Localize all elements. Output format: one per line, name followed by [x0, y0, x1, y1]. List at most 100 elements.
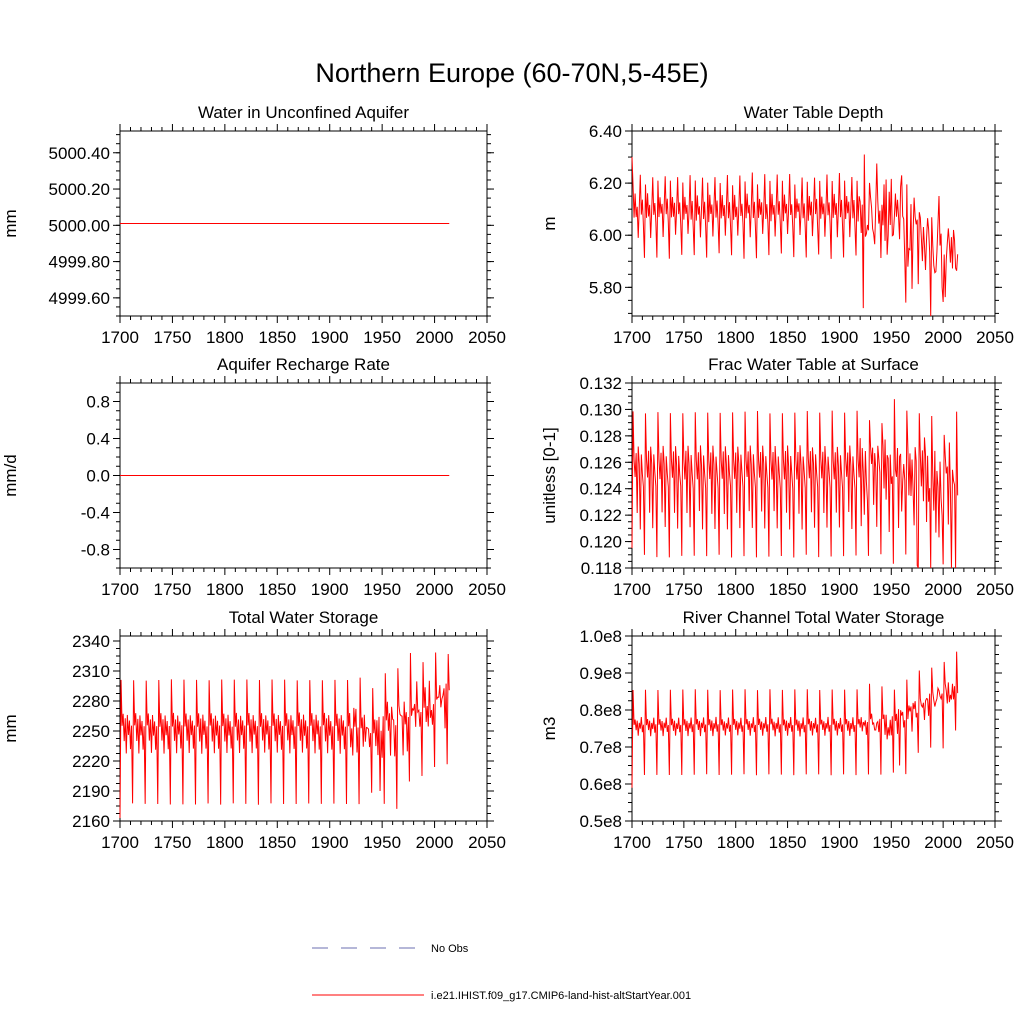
y-tick-label: 0.120: [579, 533, 622, 552]
y-tick-label: 0.7e8: [579, 738, 622, 757]
x-tick-label: 1750: [154, 833, 192, 852]
x-tick-label: 1800: [206, 833, 244, 852]
y-tick-label: 0.132: [579, 374, 622, 393]
x-tick-label: 1950: [363, 833, 401, 852]
y-tick-label: 0.128: [579, 427, 622, 446]
y-tick-label: 2340: [72, 632, 110, 651]
x-tick-label: 1750: [665, 328, 703, 347]
legend-label-no-obs: No Obs: [431, 943, 469, 955]
panel-p1: Water in Unconfined Aquifer 1700 1750 1800 1…: [1, 103, 506, 347]
x-tick-label: 1800: [717, 328, 755, 347]
figure-title: Northern Europe (60-70N,5-45E): [315, 58, 708, 88]
series-line: [119, 652, 450, 819]
legend-label-model: i.e21.IHIST.f09_g17.CMIP6-land-hist-altS…: [431, 990, 691, 1002]
x-tick-label: 1850: [769, 580, 807, 599]
x-tick-label: 1900: [821, 833, 859, 852]
panel-title: Total Water Storage: [229, 608, 379, 627]
y-tick-label: 0.5e8: [579, 812, 622, 831]
y-tick-label: 5000.40: [49, 144, 110, 163]
x-tick-label: 1700: [613, 580, 651, 599]
x-tick-label: 1700: [613, 328, 651, 347]
y-tick-label: 0.118: [581, 559, 622, 578]
x-tick-label: 2050: [468, 580, 506, 599]
panel-p5: Total Water Storage 1700 1750 1800 1850 1900 1…: [1, 608, 506, 852]
y-tick-label: -0.4: [81, 504, 110, 523]
x-tick-label: 2050: [468, 328, 506, 347]
y-tick-label: 6.00: [589, 226, 622, 245]
x-tick-label: 1800: [717, 833, 755, 852]
y-axis-label: m: [540, 216, 559, 230]
y-tick-label: 2280: [72, 692, 110, 711]
y-tick-label: 0.8e8: [579, 701, 622, 720]
y-tick-label: 0.9e8: [579, 664, 622, 683]
y-tick-label: 2310: [72, 662, 110, 681]
y-tick-label: 6.40: [589, 122, 622, 141]
legend: No Obs i.e21.IHIST.f09_g17.CMIP6-land-hi…: [312, 943, 691, 1002]
x-tick-label: 2050: [976, 580, 1014, 599]
y-tick-label: 1.0e8: [579, 627, 622, 646]
x-tick-label: 1850: [258, 580, 296, 599]
y-axis-label: mm: [1, 714, 20, 742]
y-axis-label: m3: [540, 717, 559, 741]
y-tick-label: -0.8: [81, 541, 110, 560]
y-tick-label: 0.4: [86, 430, 110, 449]
x-tick-label: 1850: [769, 328, 807, 347]
series-line: [631, 154, 959, 317]
x-tick-label: 2000: [416, 833, 454, 852]
y-tick-label: 5.80: [589, 278, 622, 297]
panel-title: River Channel Total Water Storage: [683, 608, 945, 627]
y-tick-label: 2160: [72, 812, 110, 831]
x-tick-label: 1700: [613, 833, 651, 852]
x-tick-label: 1900: [311, 833, 349, 852]
x-tick-label: 1900: [821, 580, 859, 599]
x-tick-label: 1800: [206, 580, 244, 599]
x-tick-label: 1900: [311, 580, 349, 599]
x-tick-label: 1950: [872, 580, 910, 599]
y-tick-label: 0.122: [579, 506, 622, 525]
x-tick-label: 1750: [154, 580, 192, 599]
y-tick-label: 0.130: [579, 400, 622, 419]
x-tick-label: 2000: [416, 580, 454, 599]
y-axis-label: unitless [0-1]: [540, 427, 559, 523]
series-line: [631, 399, 959, 569]
x-tick-label: 1800: [717, 580, 755, 599]
y-tick-label: 0.0: [86, 467, 110, 486]
x-tick-label: 1750: [154, 328, 192, 347]
x-tick-label: 1950: [872, 833, 910, 852]
y-tick-label: 0.6e8: [579, 775, 622, 794]
x-tick-label: 1700: [101, 580, 139, 599]
panel-p3: Aquifer Recharge Rate 1700 1750 1800 1850 190…: [1, 355, 506, 599]
x-tick-label: 1900: [821, 328, 859, 347]
y-tick-label: 2250: [72, 722, 110, 741]
y-tick-label: 2190: [72, 782, 110, 801]
x-tick-label: 1800: [206, 328, 244, 347]
x-tick-label: 1850: [769, 833, 807, 852]
y-tick-label: 4999.80: [49, 253, 110, 272]
panel-title: Water in Unconfined Aquifer: [198, 103, 409, 122]
panel-title: Frac Water Table at Surface: [708, 355, 919, 374]
panel-p2: Water Table Depth 1700 1750 1800 1850 1900 195…: [540, 103, 1014, 347]
y-tick-label: 5000.00: [49, 216, 110, 235]
y-tick-label: 6.20: [589, 174, 622, 193]
panel-p4: Frac Water Table at Surface 1700 1750 1800 1…: [540, 355, 1014, 599]
panel-p6: River Channel Total Water Storage 1700 175…: [540, 608, 1014, 852]
series-line: [631, 651, 959, 788]
x-tick-label: 1850: [258, 328, 296, 347]
plot-frame: [119, 635, 488, 822]
y-tick-label: 0.124: [579, 480, 622, 499]
x-tick-label: 1900: [311, 328, 349, 347]
x-tick-label: 2000: [924, 580, 962, 599]
x-tick-label: 1700: [101, 833, 139, 852]
x-tick-label: 2050: [468, 833, 506, 852]
x-tick-label: 1750: [665, 580, 703, 599]
x-tick-label: 1750: [665, 833, 703, 852]
x-tick-label: 2050: [976, 833, 1014, 852]
x-tick-label: 2050: [976, 328, 1014, 347]
x-tick-label: 2000: [416, 328, 454, 347]
x-tick-label: 1950: [872, 328, 910, 347]
panel-title: Aquifer Recharge Rate: [217, 355, 390, 374]
x-tick-label: 1950: [363, 328, 401, 347]
panel-title: Water Table Depth: [744, 103, 884, 122]
y-tick-label: 5000.20: [49, 180, 110, 199]
